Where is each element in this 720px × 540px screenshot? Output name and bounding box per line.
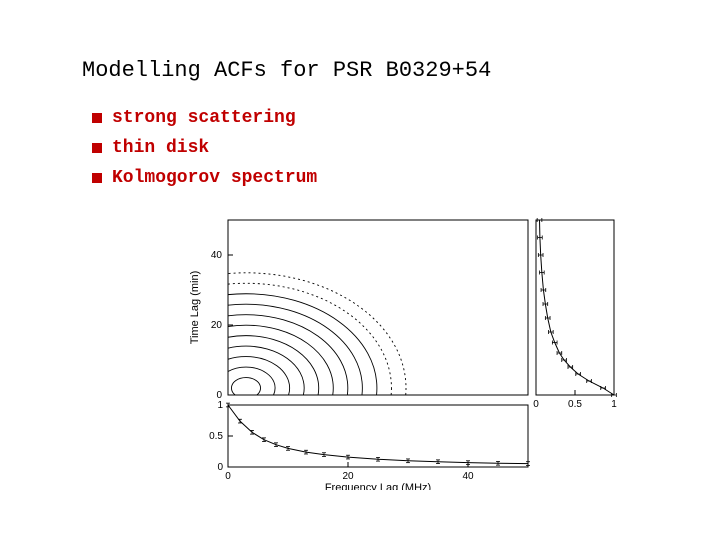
bullet-row-2: Kolmogorov spectrum (92, 168, 317, 188)
acf-chart-svg: 02040Time Lag (min)00.510204000.51Freque… (176, 210, 624, 490)
svg-text:Time Lag (min): Time Lag (min) (189, 271, 201, 345)
svg-text:0: 0 (225, 471, 231, 482)
svg-text:0.5: 0.5 (568, 399, 582, 410)
bullet-row-0: strong scattering (92, 108, 296, 128)
bullet-marker-1 (92, 143, 102, 153)
svg-text:40: 40 (211, 250, 223, 261)
svg-text:0: 0 (533, 399, 539, 410)
page-title: Modelling ACFs for PSR B0329+54 (82, 58, 491, 83)
bullet-row-1: thin disk (92, 138, 209, 158)
svg-text:20: 20 (211, 320, 223, 331)
svg-text:1: 1 (611, 399, 617, 410)
svg-text:20: 20 (342, 471, 354, 482)
bullet-marker-0 (92, 113, 102, 123)
svg-text:0.5: 0.5 (209, 431, 223, 442)
bullet-text-0: strong scattering (112, 108, 296, 128)
svg-text:1: 1 (217, 400, 223, 411)
bullet-text-2: Kolmogorov spectrum (112, 168, 317, 188)
svg-text:40: 40 (462, 471, 474, 482)
bullet-marker-2 (92, 173, 102, 183)
svg-text:Frequency Lag (MHz): Frequency Lag (MHz) (325, 482, 431, 490)
bullet-text-1: thin disk (112, 138, 209, 158)
svg-text:0: 0 (217, 462, 223, 473)
acf-chart-panel: 02040Time Lag (min)00.510204000.51Freque… (176, 210, 624, 490)
